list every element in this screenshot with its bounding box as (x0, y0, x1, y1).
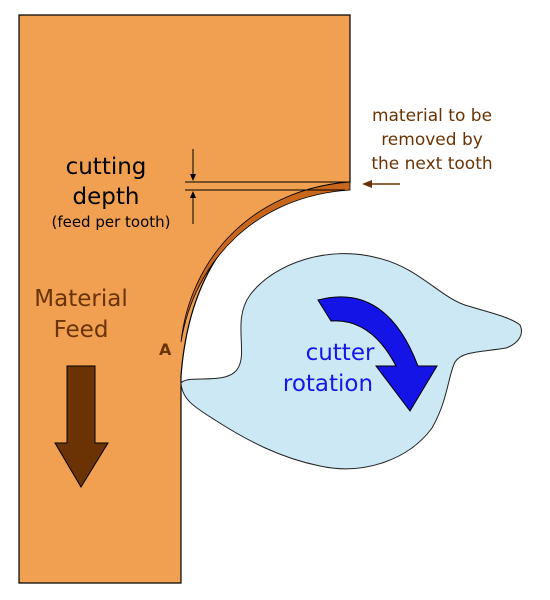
depth-arrowhead-top (190, 174, 196, 181)
depth-arrowhead-bottom (190, 191, 196, 198)
depth-label: depth (73, 184, 140, 210)
removed-label-line2: removed by (381, 130, 483, 150)
rotation-arrow (317, 296, 438, 412)
cutter-label: cutter (306, 340, 375, 366)
cutter (180, 253, 522, 470)
rotation-label: rotation (283, 371, 373, 397)
removed-label-line3: the next tooth (371, 154, 492, 174)
chip-layer (180, 181, 351, 343)
feed-arrow (54, 365, 109, 488)
chip-pointer-arrowhead (362, 180, 372, 188)
feed-label: Feed (54, 317, 109, 343)
removed-label-line1: material to be (372, 106, 492, 126)
feed-per-tooth-label: (feed per tooth) (51, 213, 170, 231)
point-a-label: A (159, 340, 172, 359)
material-label: Material (34, 286, 127, 312)
cutting-label: cutting (66, 154, 147, 180)
